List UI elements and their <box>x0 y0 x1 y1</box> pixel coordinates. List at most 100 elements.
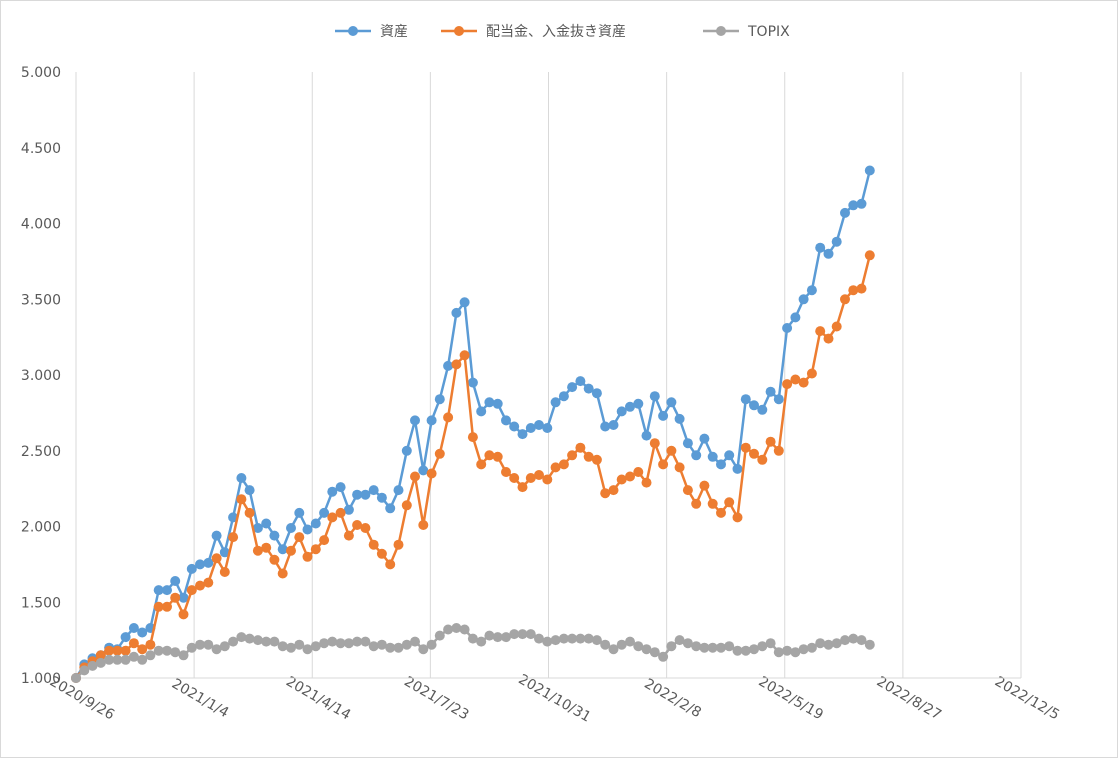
data-point <box>186 563 197 574</box>
data-point <box>170 592 181 603</box>
y-tick-label: 1.500 <box>21 595 61 611</box>
data-point <box>848 200 859 211</box>
data-point <box>798 644 809 655</box>
x-tick-label: 2022/5/19 <box>756 674 826 724</box>
data-point <box>649 647 660 658</box>
data-point <box>368 485 379 496</box>
data-point <box>128 623 139 633</box>
data-point <box>492 451 503 462</box>
data-point <box>666 397 677 408</box>
data-point <box>162 601 172 612</box>
data-point <box>170 576 181 586</box>
data-point <box>286 523 296 533</box>
data-point <box>724 450 735 461</box>
data-point <box>401 500 412 511</box>
data-point <box>492 398 503 409</box>
data-point <box>542 474 553 485</box>
data-point <box>153 645 164 656</box>
data-point <box>484 397 495 408</box>
data-point <box>782 379 793 390</box>
y-tick-label: 5.000 <box>21 65 61 81</box>
data-point <box>426 415 437 426</box>
data-point <box>120 654 131 665</box>
data-point <box>410 415 420 426</box>
data-point <box>244 485 255 496</box>
legend-marker <box>454 26 464 36</box>
data-point <box>864 165 875 176</box>
data-point <box>277 568 288 579</box>
data-point <box>699 642 710 653</box>
data-point <box>831 236 842 247</box>
data-point <box>798 294 809 305</box>
data-point <box>707 642 718 653</box>
data-point <box>145 639 156 650</box>
data-point <box>244 507 255 518</box>
data-point <box>707 451 718 462</box>
data-point <box>310 518 321 529</box>
data-point <box>550 462 561 473</box>
data-point <box>261 636 272 647</box>
data-point <box>128 651 139 662</box>
data-point <box>732 645 743 656</box>
data-point <box>211 644 222 655</box>
data-point <box>104 645 115 656</box>
data-point <box>261 518 272 529</box>
data-point <box>236 494 247 505</box>
data-point <box>831 638 842 649</box>
data-point <box>757 404 768 415</box>
data-point <box>343 504 354 515</box>
data-point <box>782 323 793 333</box>
data-point <box>376 639 387 650</box>
data-point <box>815 326 826 337</box>
y-tick-label: 3.500 <box>21 292 61 308</box>
data-point <box>740 645 751 656</box>
data-point <box>443 624 454 635</box>
data-point <box>368 539 379 550</box>
data-point <box>120 645 131 656</box>
data-point <box>583 633 594 644</box>
data-point <box>236 632 247 643</box>
series-2 <box>71 623 875 683</box>
data-point <box>509 421 520 432</box>
data-point <box>319 507 330 518</box>
data-point <box>211 530 222 541</box>
data-point <box>137 644 148 655</box>
data-point <box>467 633 478 644</box>
data-point <box>575 376 586 387</box>
data-point <box>840 635 850 646</box>
legend-label: 配当金、入金抜き資産 <box>486 24 626 40</box>
data-point <box>294 507 305 518</box>
data-point <box>749 400 759 411</box>
data-point <box>269 530 280 541</box>
data-point <box>591 454 602 465</box>
data-point <box>633 398 644 409</box>
data-point <box>625 401 635 412</box>
legend-item: TOPIX <box>703 24 790 40</box>
data-point <box>525 629 536 640</box>
data-point <box>691 450 702 461</box>
data-point <box>806 285 817 296</box>
data-point <box>228 532 239 543</box>
data-point <box>600 488 611 499</box>
x-tick-label: 2022/8/27 <box>874 674 944 724</box>
data-point <box>823 639 834 650</box>
data-point <box>459 297 470 308</box>
data-point <box>600 421 611 432</box>
data-point <box>782 645 793 656</box>
data-point <box>162 585 172 596</box>
data-point <box>294 532 305 543</box>
y-tick-label: 3.000 <box>21 368 61 384</box>
data-point <box>534 633 544 644</box>
data-point <box>145 650 156 661</box>
data-point <box>434 394 445 405</box>
data-point <box>840 294 850 305</box>
data-point <box>658 459 669 470</box>
data-point <box>277 641 288 652</box>
data-point <box>128 638 139 649</box>
data-point <box>376 548 387 559</box>
data-point <box>393 539 404 550</box>
data-point <box>591 388 602 399</box>
legend-label: TOPIX <box>747 24 790 40</box>
data-point <box>641 644 652 655</box>
data-point <box>558 391 569 402</box>
